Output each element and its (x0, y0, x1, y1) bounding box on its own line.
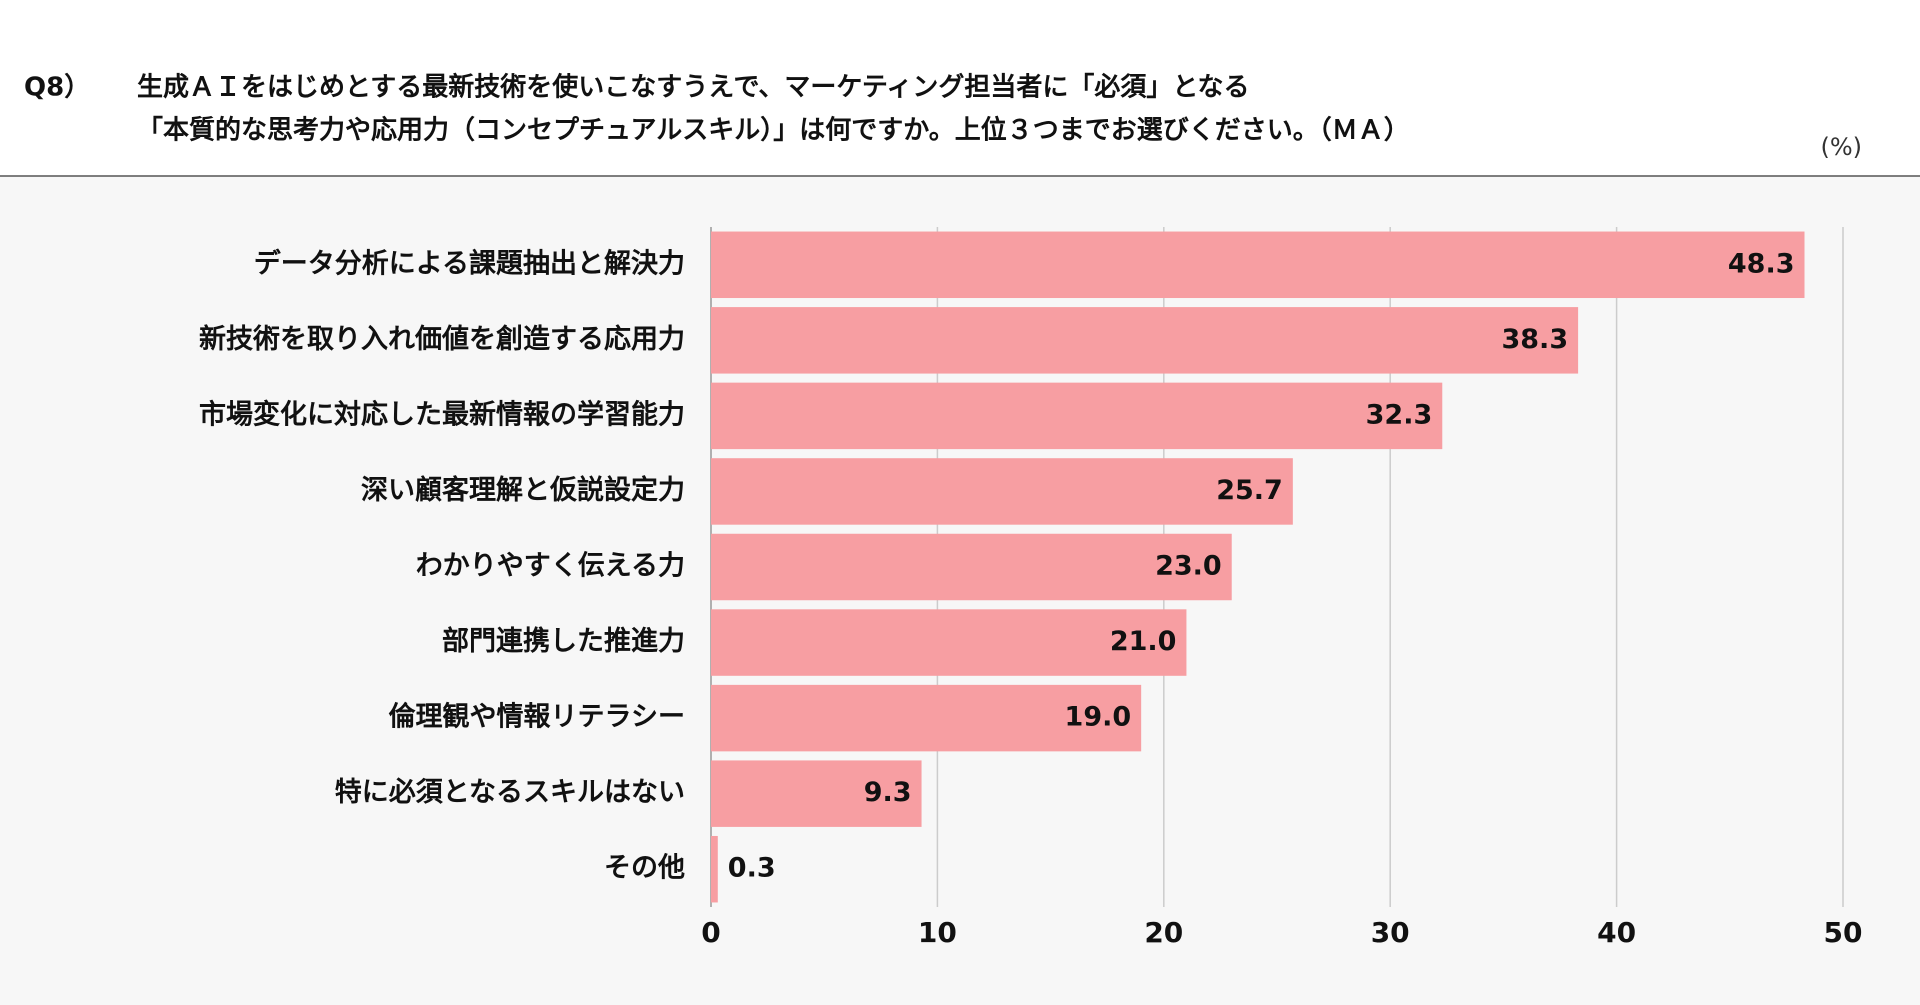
bar (711, 533, 1232, 601)
x-tick-label: 10 (918, 916, 957, 949)
value-label: 25.7 (1216, 475, 1283, 506)
x-tick-label: 20 (1144, 916, 1183, 949)
value-label: 23.0 (1155, 551, 1222, 582)
category-label: 市場変化に対応した最新情報の学習能力 (199, 398, 685, 430)
category-label: 部門連携した推進力 (442, 625, 685, 657)
x-tick-label: 30 (1371, 916, 1410, 949)
bar (711, 382, 1443, 450)
title-line: 「本質的な思考力や応用力（コンセプチュアルスキル）」は何ですか。上位３つまでお選… (137, 115, 1410, 146)
value-label: 32.3 (1366, 399, 1433, 430)
category-label: 特に必須となるスキルはない (335, 777, 685, 808)
bar (711, 231, 1805, 299)
title-line: 生成ＡＩをはじめとする最新技術を使いこなすうえで、マーケティング担当者に「必須」… (137, 72, 1250, 103)
bar (711, 835, 718, 903)
bar (711, 458, 1293, 525)
value-label: 48.3 (1728, 248, 1795, 279)
value-label: 19.0 (1065, 702, 1132, 733)
category-label: 新技術を取り入れ価値を創造する応用力 (199, 323, 685, 355)
x-tick-label: 50 (1824, 916, 1863, 949)
bar (711, 684, 1142, 752)
category-label: 深い顧客理解と仮説設定力 (361, 474, 685, 506)
bar (711, 609, 1187, 676)
value-label: 0.3 (728, 853, 776, 884)
category-label: その他 (604, 853, 685, 884)
value-label: 38.3 (1501, 324, 1568, 355)
bar (711, 307, 1579, 374)
category-label: わかりやすく伝える力 (416, 551, 685, 582)
x-tick-label: 40 (1597, 916, 1636, 949)
value-label: 21.0 (1110, 626, 1177, 657)
bar (711, 760, 922, 827)
value-label: 9.3 (864, 777, 912, 808)
category-label: 倫理観や情報リテラシー (389, 701, 685, 733)
unit-label: (%) (1820, 133, 1862, 161)
x-tick-label: 0 (701, 916, 720, 949)
category-label: データ分析による課題抽出と解決力 (254, 247, 685, 279)
question-number: Q8） (24, 73, 90, 103)
